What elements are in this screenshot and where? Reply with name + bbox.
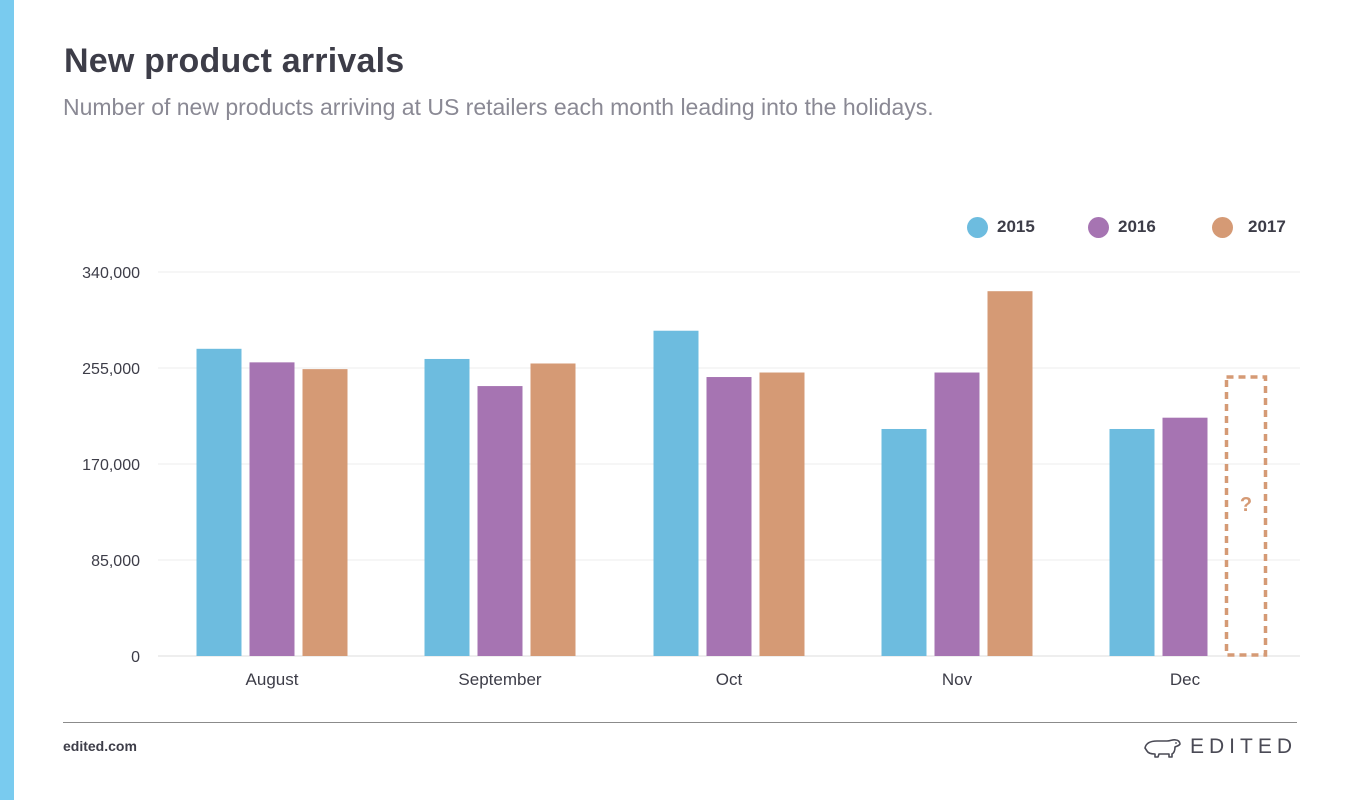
bar-2015-august [196,348,242,656]
legend-swatch-2016 [1088,216,1109,238]
y-tick-label: 85,000 [91,553,140,570]
y-tick-label: 340,000 [82,265,140,282]
y-tick-label: 0 [131,649,140,666]
bar-2017-nov [987,291,1033,656]
bar-2017-august [302,369,348,656]
bar-2015-oct [653,330,699,656]
x-category-label: Nov [942,670,973,689]
legend-item-2015: 2015 [967,214,1035,240]
y-tick-label: 170,000 [82,457,140,474]
legend-item-2016: 2016 [1088,214,1156,240]
x-category-label: September [458,670,541,689]
bar-2016-dec [1162,417,1208,656]
legend-swatch-2015 [967,216,988,238]
brand-logo: EDITED [1142,733,1297,761]
placeholder-question-mark: ? [1240,494,1252,516]
x-category-label: Oct [716,670,743,689]
bar-2016-august [249,362,295,656]
bar-2015-nov [881,428,927,656]
x-category-label: Dec [1170,670,1201,689]
footer-site-link[interactable]: edited.com [63,738,137,754]
bar-2015-dec [1109,428,1155,656]
bar-2015-september [424,358,470,656]
polar-bear-icon [1144,738,1181,758]
brand-name: EDITED [1189,735,1297,758]
bar-2017-oct [759,372,805,656]
bar-2016-september [477,386,523,656]
legend-label-2017: 2017 [1248,217,1286,236]
chart-subtitle: Number of new products arriving at US re… [63,94,934,120]
bar-2016-nov [934,372,980,656]
x-category-label: August [246,670,299,689]
legend: 2015 2016 2017 [0,214,1360,240]
left-accent-stripe [0,0,14,800]
y-tick-label: 255,000 [82,361,140,378]
legend-label-2016: 2016 [1118,217,1156,236]
legend-swatch-2017 [1212,216,1233,238]
placeholder-bar-2017-dec [1224,375,1268,657]
legend-item-2017: 2017 [1212,214,1286,240]
bar-2017-september [530,363,576,656]
footer-divider [63,722,1297,723]
bar-2016-oct [706,377,752,656]
legend-label-2015: 2015 [997,217,1035,236]
bar-chart: 0 85,000 170,000 255,000 340,000 August Septem… [82,265,1300,689]
chart-title: New product arrivals [64,42,405,80]
